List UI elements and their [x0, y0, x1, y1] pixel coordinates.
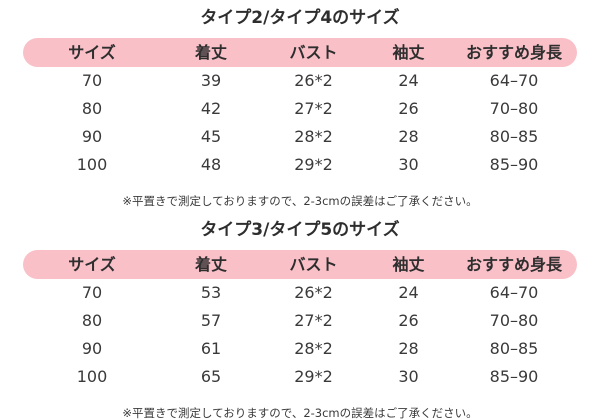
column-header-length: 着丈	[161, 38, 261, 67]
cell-sleeve: 26	[398, 99, 419, 118]
table-header-row: サイズ 着丈 バスト 袖丈 おすすめ身長	[23, 38, 577, 67]
cell-length: 39	[200, 71, 222, 90]
cell-sleeve: 30	[398, 155, 419, 174]
page-title-type2-type4: タイプ2/タイプ4のサイズ	[200, 8, 400, 28]
column-header-height: おすすめ身長	[451, 250, 577, 279]
cell-height: 64–70	[489, 71, 539, 90]
cell-height: 85–90	[489, 155, 539, 174]
cell-size: 90	[81, 339, 103, 358]
column-header-bust: バスト	[261, 250, 366, 279]
size-chart-block-type3-type5: タイプ3/タイプ5のサイズ サイズ 着丈 バスト 袖丈 おすすめ身長 70 53…	[0, 212, 600, 420]
cell-bust: 29*2	[294, 367, 333, 386]
table-header-row: サイズ 着丈 バスト 袖丈 おすすめ身長	[23, 250, 577, 279]
table-row: 80 42 27*2 26 70–80	[23, 95, 577, 123]
cell-length: 53	[200, 283, 222, 302]
column-header-sleeve: 袖丈	[366, 250, 451, 279]
cell-bust: 26*2	[294, 283, 333, 302]
cell-size: 70	[81, 283, 103, 302]
cell-bust: 28*2	[294, 339, 333, 358]
table-row: 70 53 26*2 24 64–70	[23, 279, 577, 307]
size-table-type3-type5: サイズ 着丈 バスト 袖丈 おすすめ身長 70 53 26*2 24 64–70…	[23, 250, 577, 391]
column-header-length: 着丈	[161, 250, 261, 279]
cell-sleeve: 28	[398, 339, 419, 358]
measurement-disclaimer-note: ※平置きで測定しておりますので、2-3cmの誤差はご了承ください。	[122, 194, 478, 208]
table-row: 80 57 27*2 26 70–80	[23, 307, 577, 335]
table-row: 100 65 29*2 30 85–90	[23, 363, 577, 391]
cell-sleeve: 26	[398, 311, 419, 330]
column-header-bust: バスト	[261, 38, 366, 67]
column-header-size: サイズ	[23, 250, 161, 279]
column-header-height: おすすめ身長	[451, 38, 577, 67]
cell-bust: 29*2	[294, 155, 333, 174]
cell-sleeve: 28	[398, 127, 419, 146]
cell-length: 45	[200, 127, 222, 146]
cell-length: 65	[200, 367, 222, 386]
cell-size: 100	[76, 155, 108, 174]
cell-height: 80–85	[489, 339, 539, 358]
cell-size: 70	[81, 71, 103, 90]
cell-bust: 26*2	[294, 71, 333, 90]
cell-size: 90	[81, 127, 103, 146]
cell-bust: 27*2	[294, 99, 333, 118]
cell-bust: 27*2	[294, 311, 333, 330]
table-row: 70 39 26*2 24 64–70	[23, 67, 577, 95]
cell-height: 70–80	[489, 311, 539, 330]
cell-length: 48	[200, 155, 222, 174]
cell-length: 42	[200, 99, 222, 118]
cell-height: 85–90	[489, 367, 539, 386]
column-header-size: サイズ	[23, 38, 161, 67]
page-title-type3-type5: タイプ3/タイプ5のサイズ	[200, 220, 400, 240]
cell-size: 100	[76, 367, 108, 386]
measurement-disclaimer-note: ※平置きで測定しておりますので、2-3cmの誤差はご了承ください。	[122, 406, 478, 420]
cell-size: 80	[81, 99, 103, 118]
cell-sleeve: 24	[398, 71, 419, 90]
cell-length: 57	[200, 311, 222, 330]
size-table-type2-type4: サイズ 着丈 バスト 袖丈 おすすめ身長 70 39 26*2 24 64–70…	[23, 38, 577, 179]
size-chart-block-type2-type4: タイプ2/タイプ4のサイズ サイズ 着丈 バスト 袖丈 おすすめ身長 70 39…	[0, 0, 600, 208]
cell-length: 61	[200, 339, 222, 358]
cell-height: 64–70	[489, 283, 539, 302]
cell-sleeve: 24	[398, 283, 419, 302]
cell-sleeve: 30	[398, 367, 419, 386]
table-row: 90 45 28*2 28 80–85	[23, 123, 577, 151]
table-row: 100 48 29*2 30 85–90	[23, 151, 577, 179]
column-header-sleeve: 袖丈	[366, 38, 451, 67]
table-row: 90 61 28*2 28 80–85	[23, 335, 577, 363]
cell-height: 70–80	[489, 99, 539, 118]
cell-height: 80–85	[489, 127, 539, 146]
cell-size: 80	[81, 311, 103, 330]
cell-bust: 28*2	[294, 127, 333, 146]
